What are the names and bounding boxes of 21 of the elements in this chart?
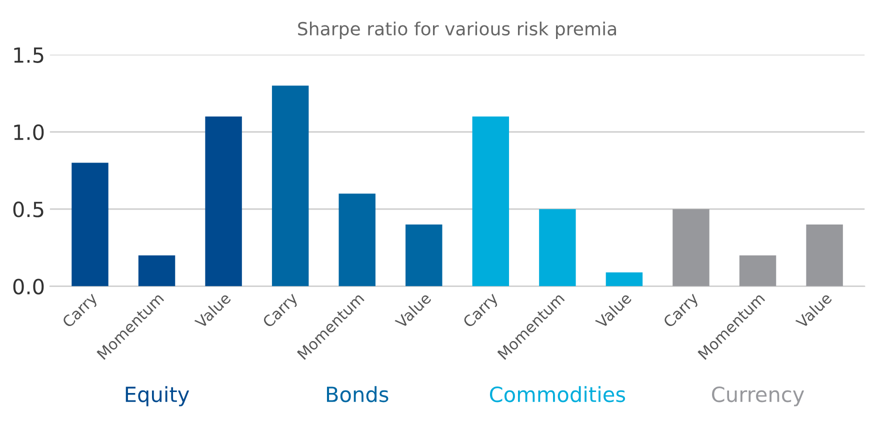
bar — [472, 116, 510, 286]
text: Currency — [712, 386, 804, 406]
bar — [406, 224, 442, 286]
bar — [806, 224, 843, 286]
bar — [539, 209, 576, 286]
y-tick-label: 0.0 — [13, 278, 44, 294]
y-tick-label: 1.0 — [14, 124, 44, 140]
text: Equity — [126, 386, 190, 406]
y-tick-label: 0.5 — [13, 202, 44, 218]
bar — [138, 255, 176, 286]
chart-title: Sharpe ratio for various risk premia — [298, 22, 616, 40]
text: Bonds — [326, 386, 388, 402]
bar — [272, 86, 309, 286]
bar — [205, 116, 242, 286]
bar — [606, 272, 643, 286]
text: Commodities — [490, 386, 626, 402]
bar — [338, 194, 376, 286]
bar — [72, 162, 108, 286]
bar — [672, 209, 710, 286]
bar — [739, 255, 776, 286]
y-tick-label: 1.5 — [14, 47, 44, 63]
